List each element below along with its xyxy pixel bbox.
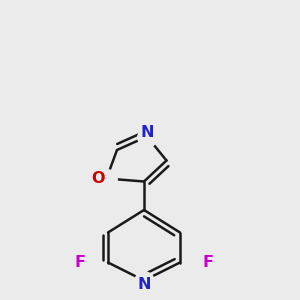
Text: N: N — [137, 277, 151, 292]
Text: F: F — [202, 255, 214, 270]
Text: O: O — [92, 171, 105, 186]
Text: N: N — [140, 125, 154, 140]
Text: F: F — [74, 255, 86, 270]
